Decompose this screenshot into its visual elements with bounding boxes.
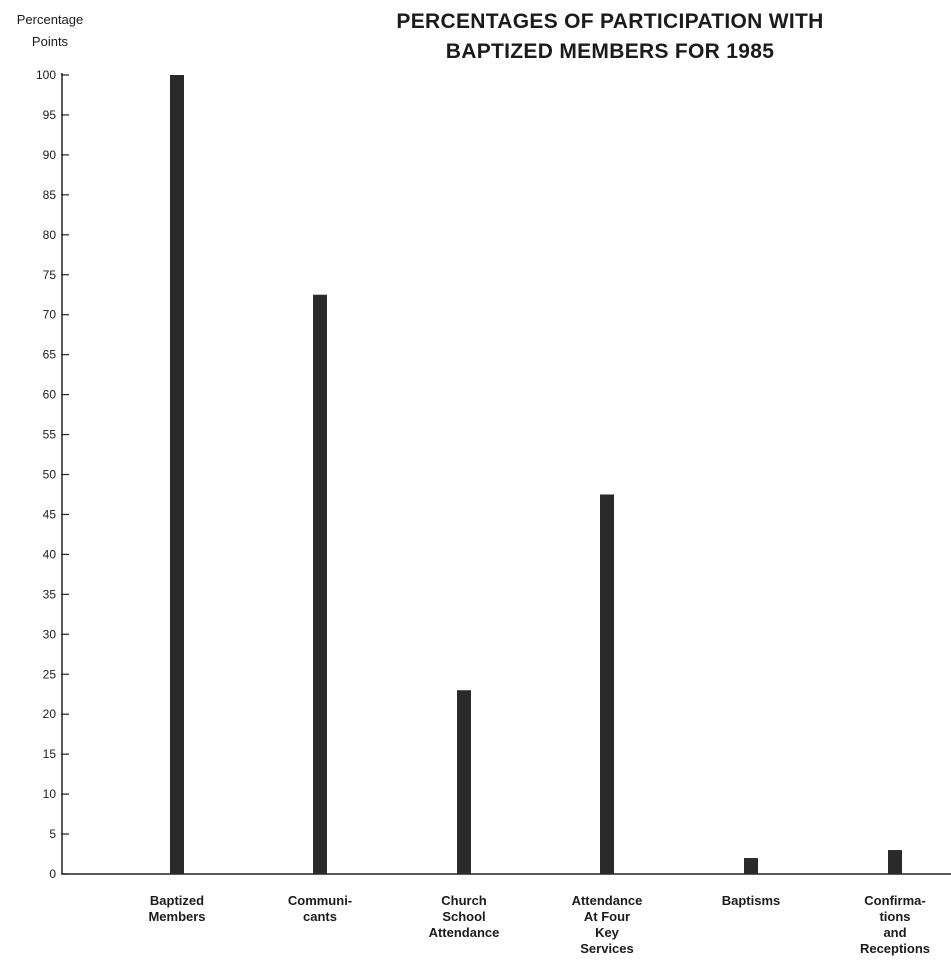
y-tick-label: 15 <box>43 747 57 761</box>
y-axis-label-line-2: Points <box>31 34 69 49</box>
x-category-label: Confirma- <box>864 893 925 908</box>
y-tick-label: 0 <box>49 867 56 881</box>
chart-title-line-1: PERCENTAGES OF PARTICIPATION WITH <box>396 10 824 33</box>
y-tick-label: 65 <box>43 348 57 362</box>
bar <box>600 494 614 874</box>
y-tick-label: 55 <box>43 428 57 442</box>
x-category-label: and <box>883 925 906 940</box>
x-category-label: tions <box>879 909 910 924</box>
y-tick-label: 30 <box>43 627 57 641</box>
bar <box>170 75 184 874</box>
x-category-label: Key <box>595 925 620 940</box>
bar <box>888 850 902 874</box>
y-tick-label: 35 <box>43 587 57 601</box>
y-tick-label: 40 <box>43 547 57 561</box>
y-tick-label: 10 <box>43 787 57 801</box>
x-category-label: Baptisms <box>722 893 781 908</box>
x-category-label: Members <box>148 909 205 924</box>
bar <box>457 690 471 874</box>
y-tick-label: 85 <box>43 188 57 202</box>
x-category-label: Communi- <box>288 893 352 908</box>
y-tick-label: 100 <box>36 68 56 82</box>
bar <box>313 294 327 875</box>
y-tick-label: 50 <box>43 468 57 482</box>
y-tick-label: 25 <box>43 667 57 681</box>
bar <box>744 858 758 874</box>
y-tick-label: 60 <box>43 388 57 402</box>
x-category-label: School <box>442 909 485 924</box>
y-tick-label: 80 <box>43 228 57 242</box>
x-category-label: Receptions <box>860 941 930 956</box>
x-category-label: Services <box>580 941 634 956</box>
x-category-label: Church <box>441 893 487 908</box>
x-category-label: Baptized <box>150 893 204 908</box>
x-category-label: cants <box>303 909 337 924</box>
y-axis-label-line-1: Percentage <box>16 12 84 27</box>
y-tick-label: 95 <box>43 108 57 122</box>
y-tick-label: 20 <box>43 707 57 721</box>
y-tick-label: 75 <box>43 268 57 282</box>
x-category-label: At Four <box>584 909 630 924</box>
x-category-label: Attendance <box>572 893 643 908</box>
y-tick-label: 90 <box>43 148 57 162</box>
y-tick-label: 5 <box>49 827 56 841</box>
chart-title-line-2: BAPTIZED MEMBERS FOR 1985 <box>445 40 775 63</box>
y-tick-label: 70 <box>43 308 57 322</box>
x-category-label: Attendance <box>429 925 500 940</box>
y-tick-label: 45 <box>43 507 57 521</box>
